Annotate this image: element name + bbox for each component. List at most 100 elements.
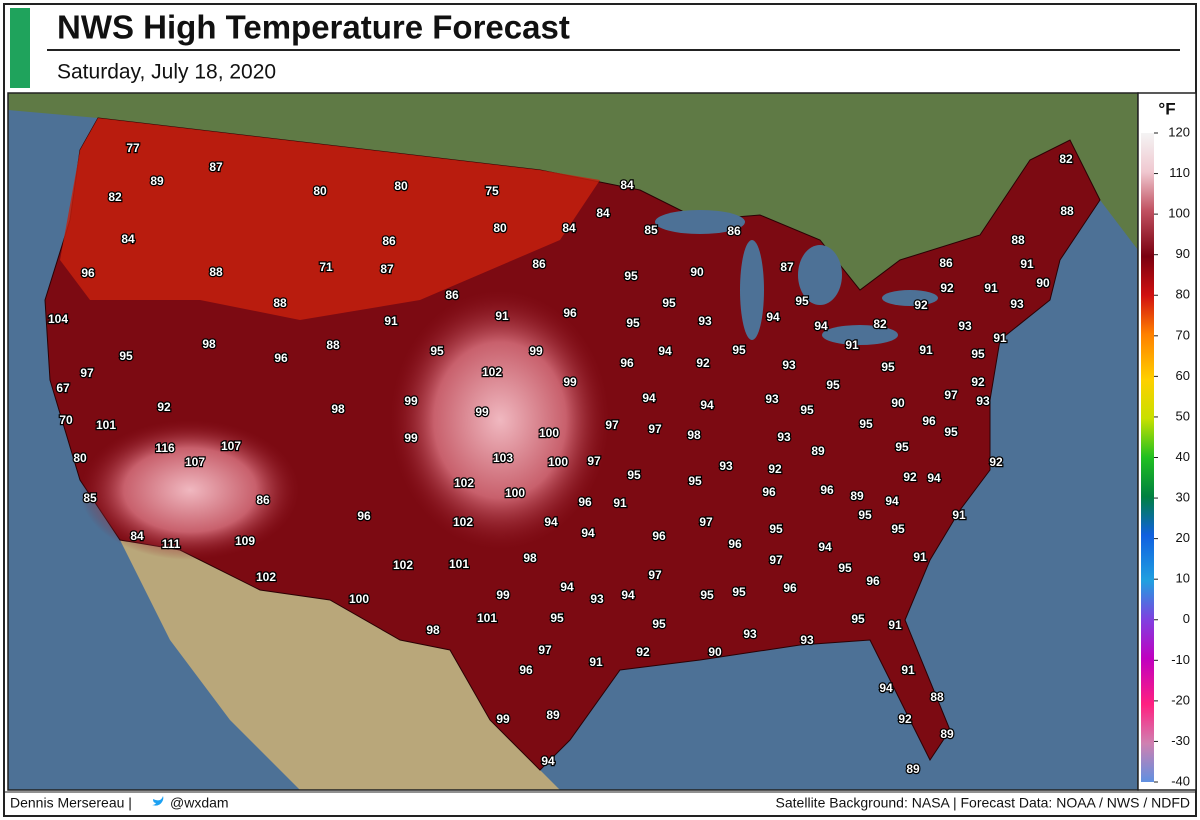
temperature-label: 93	[743, 627, 757, 641]
temperature-label: 99	[529, 344, 543, 358]
temperature-label: 91	[888, 618, 902, 632]
legend-tick-label: 50	[1176, 408, 1190, 423]
temperature-label: 89	[150, 174, 164, 188]
legend-tick-label: 100	[1168, 206, 1190, 221]
temperature-label: 95	[700, 588, 714, 602]
temperature-label: 96	[563, 306, 577, 320]
lake-superior	[655, 210, 745, 234]
temperature-label: 102	[482, 365, 502, 379]
temperature-label: 95	[944, 425, 958, 439]
temperature-label: 92	[636, 645, 650, 659]
temperature-label: 100	[539, 426, 559, 440]
temperature-label: 99	[404, 394, 418, 408]
temperature-label: 91	[1020, 257, 1034, 271]
temperature-label: 96	[519, 663, 533, 677]
temperature-label: 97	[80, 366, 94, 380]
temperature-label: 89	[906, 762, 920, 776]
temperature-label: 95	[626, 316, 640, 330]
temperature-label: 96	[866, 574, 880, 588]
temperature-label: 95	[881, 360, 895, 374]
temperature-label: 88	[326, 338, 340, 352]
temperature-label: 94	[642, 391, 656, 405]
accent-bar	[10, 8, 30, 88]
mexico	[120, 540, 560, 790]
temperature-label: 95	[971, 347, 985, 361]
temperature-label: 102	[454, 476, 474, 490]
temperature-label: 102	[393, 558, 413, 572]
temperature-label: 86	[532, 257, 546, 271]
temperature-label: 101	[449, 557, 469, 571]
temperature-label: 89	[811, 444, 825, 458]
temperature-label: 92	[903, 470, 917, 484]
temperature-label: 89	[940, 727, 954, 741]
temperature-label: 93	[777, 430, 791, 444]
legend-tick-label: 40	[1176, 449, 1190, 464]
temperature-label: 95	[895, 440, 909, 454]
temperature-label: 99	[496, 712, 510, 726]
temperature-label: 97	[538, 643, 552, 657]
temperature-label: 95	[550, 611, 564, 625]
temperature-label: 116	[155, 441, 175, 455]
temperature-label: 88	[209, 265, 223, 279]
temperature-label: 94	[766, 310, 780, 324]
temperature-label: 85	[644, 223, 658, 237]
legend-tick-label: -30	[1171, 733, 1190, 748]
temperature-label: 87	[380, 262, 394, 276]
temperature-label: 95	[800, 403, 814, 417]
temperature-label: 80	[73, 451, 87, 465]
temperature-label: 92	[768, 462, 782, 476]
temperature-label: 95	[851, 612, 865, 626]
subtitle: Saturday, July 18, 2020	[57, 61, 276, 84]
temperature-label: 88	[930, 690, 944, 704]
temperature-label: 67	[56, 381, 70, 395]
temperature-label: 98	[523, 551, 537, 565]
temperature-label: 90	[708, 645, 722, 659]
temperature-label: 94	[700, 398, 714, 412]
temperature-label: 91	[913, 550, 927, 564]
temperature-label: 95	[662, 296, 676, 310]
temperature-label: 93	[765, 392, 779, 406]
temperature-label: 95	[795, 294, 809, 308]
canada	[8, 93, 1138, 290]
temperature-label: 77	[126, 141, 140, 155]
temperature-label: 84	[596, 206, 610, 220]
temperature-label: 96	[620, 356, 634, 370]
temperature-label: 107	[185, 455, 205, 469]
temperature-label: 95	[627, 468, 641, 482]
twitter-handle: @wxdam	[170, 795, 229, 811]
legend-tick-label: 60	[1176, 368, 1190, 383]
temperature-label: 100	[505, 486, 525, 500]
legend-tick-label: -20	[1171, 692, 1190, 707]
sources: Satellite Background: NASA | Forecast Da…	[776, 795, 1190, 811]
temperature-label: 109	[235, 534, 255, 548]
temperature-label: 94	[544, 515, 558, 529]
temperature-label: 91	[845, 338, 859, 352]
legend-tick-label: 70	[1176, 327, 1190, 342]
temperature-label: 94	[621, 588, 635, 602]
temperature-label: 93	[958, 319, 972, 333]
temperature-label: 103	[493, 451, 513, 465]
temperature-label: 96	[81, 266, 95, 280]
temperature-label: 91	[952, 508, 966, 522]
temperature-label: 91	[993, 331, 1007, 345]
temperature-label: 95	[430, 344, 444, 358]
temperature-label: 97	[699, 515, 713, 529]
temperature-label: 96	[820, 483, 834, 497]
temperature-label: 86	[727, 224, 741, 238]
temperature-label: 91	[495, 309, 509, 323]
temperature-label: 96	[274, 351, 288, 365]
temperature-label: 84	[121, 232, 135, 246]
temperature-label: 95	[891, 522, 905, 536]
temperature-label: 95	[119, 349, 133, 363]
temperature-label: 86	[382, 234, 396, 248]
northwest-warm-area	[60, 118, 600, 320]
temperature-label: 96	[783, 581, 797, 595]
temperature-label: 94	[658, 344, 672, 358]
temperature-label: 86	[256, 493, 270, 507]
temperature-label: 93	[800, 633, 814, 647]
temperature-label: 98	[426, 623, 440, 637]
temperature-label: 107	[221, 439, 241, 453]
title: NWS High Temperature Forecast	[57, 9, 570, 46]
temperature-label: 95	[769, 522, 783, 536]
